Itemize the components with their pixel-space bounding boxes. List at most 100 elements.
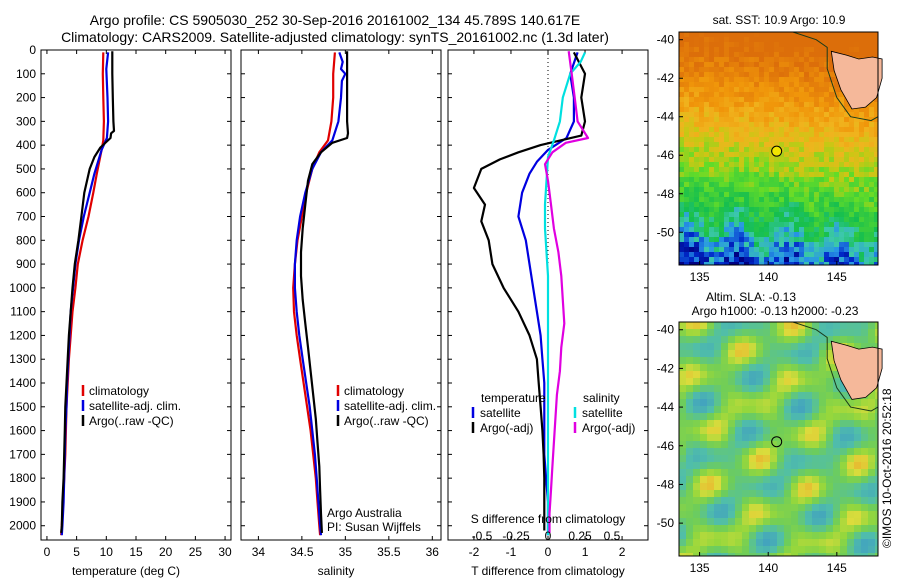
map-cell [784,385,791,392]
map-cell [819,232,824,237]
map-cell [769,167,774,172]
map-cell [721,413,728,420]
map-cell [756,413,763,420]
map-cell [875,336,878,343]
map-cell [868,427,875,434]
map-cell [719,242,724,247]
map-cell [779,222,784,227]
map-cell [709,177,714,182]
map-cell [791,413,798,420]
map-cell [854,222,859,227]
map-cell [819,87,824,92]
map-cell [684,197,689,202]
map-cell [834,192,839,197]
map-cell [814,92,819,97]
map-cell [834,77,839,82]
map-cell [784,357,791,364]
map-cell [799,82,804,87]
map-cell [769,247,774,252]
map-cell [709,187,714,192]
map-cell [759,122,764,127]
map-cell [759,77,764,82]
map-cell [714,252,719,257]
map-cell [769,47,774,52]
map-cell [875,343,878,350]
map-cell [763,427,770,434]
map-cell [754,102,759,107]
map-cell [864,242,869,247]
map-cell [779,37,784,42]
map-cell [839,117,844,122]
map-cell [679,371,686,378]
map-cell [709,52,714,57]
map-cell [679,32,684,37]
map-cell [749,343,756,350]
map-cell [805,497,812,504]
map-cell [861,497,868,504]
map-cell [814,42,819,47]
map-cell [764,247,769,252]
map-cell [774,117,779,122]
map-cell [749,107,754,112]
map-cell [700,553,707,556]
map-cell [779,62,784,67]
map-cell [839,47,844,52]
map-cell [805,413,812,420]
map-cell [804,167,809,172]
map-cell [759,207,764,212]
map-cell [749,350,756,357]
map-cell [859,262,864,265]
map-cell [791,406,798,413]
map-cell [724,102,729,107]
map-cell [814,202,819,207]
map-cell [729,192,734,197]
map-cell [869,202,874,207]
map-cell [763,518,770,525]
map-cell [744,207,749,212]
map-cell [847,525,854,532]
map-cell [791,483,798,490]
map-cell [875,399,878,406]
map-cell [684,87,689,92]
map-cell [812,378,819,385]
map-cell [849,42,854,47]
map-cell [694,252,699,257]
map-cell [770,399,777,406]
map-cell [709,227,714,232]
map-cell [728,504,735,511]
map-cell [814,137,819,142]
map-cell [694,82,699,87]
map-cell [770,336,777,343]
map-cell [764,62,769,67]
map-cell [728,546,735,553]
map-cell [784,197,789,202]
map-cell [707,357,714,364]
sla-map-title-2: Argo h1000: -0.13 h2000: -0.23 [692,304,859,318]
map-cell [704,152,709,157]
map-cell [714,227,719,232]
map-cell [709,122,714,127]
map-cell [774,52,779,57]
map-cell [739,232,744,237]
map-cell [714,97,719,102]
map-cell [735,441,742,448]
map-cell [686,357,693,364]
map-cell [847,336,854,343]
map-cell [819,371,826,378]
map-cell [699,132,704,137]
map-cell [839,247,844,252]
map-cell [854,212,859,217]
map-cell [704,172,709,177]
map-cell [728,476,735,483]
map-cell [679,167,684,172]
map-cell [794,122,799,127]
map-cell [714,212,719,217]
x-tick-label: 0 [44,545,51,559]
map-cell [742,336,749,343]
map-cell [849,37,854,42]
map-cell [719,142,724,147]
map-cell [700,532,707,539]
map-cell [734,127,739,132]
map-cell [779,242,784,247]
map-cell [819,448,826,455]
